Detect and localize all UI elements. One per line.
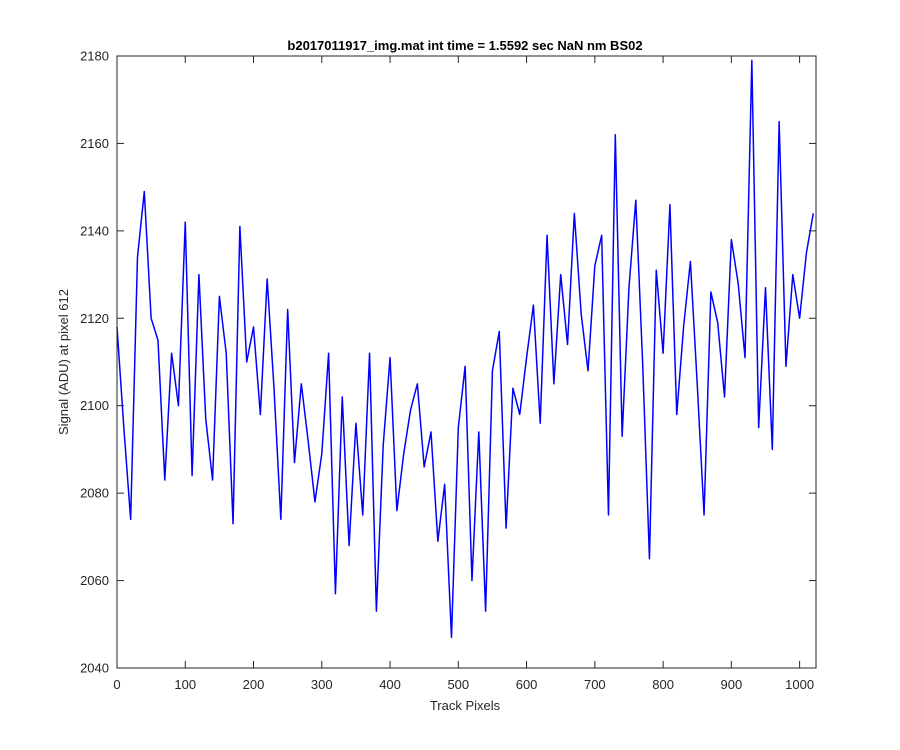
y-tick-label: 2060 bbox=[80, 573, 109, 588]
plot-area bbox=[117, 56, 816, 668]
x-tick-label: 1000 bbox=[785, 677, 814, 692]
series-line-1 bbox=[116, 59, 815, 639]
y-axis-label: Signal (ADU) at pixel 612 bbox=[56, 289, 71, 435]
y-tick-label: 2100 bbox=[80, 398, 109, 413]
x-tick-label: 0 bbox=[113, 677, 120, 692]
x-tick-label: 900 bbox=[721, 677, 743, 692]
axes-box bbox=[116, 55, 817, 669]
x-tick-label: 100 bbox=[174, 677, 196, 692]
y-tick-label: 2180 bbox=[80, 49, 109, 64]
x-tick-label: 500 bbox=[447, 677, 469, 692]
x-tick-label: 800 bbox=[652, 677, 674, 692]
y-tick-label: 2160 bbox=[80, 136, 109, 151]
y-tick-label: 2120 bbox=[80, 311, 109, 326]
x-tick-label: 700 bbox=[584, 677, 606, 692]
x-axis-label: Track Pixels bbox=[430, 698, 501, 713]
y-tick-label: 2140 bbox=[80, 223, 109, 238]
x-tick-label: 400 bbox=[379, 677, 401, 692]
x-tick-label: 200 bbox=[243, 677, 265, 692]
x-tick-label: 300 bbox=[311, 677, 333, 692]
x-tick-label: 600 bbox=[516, 677, 538, 692]
y-tick-label: 2080 bbox=[80, 486, 109, 501]
y-tick-label: 2040 bbox=[80, 661, 109, 676]
chart-title: b2017011917_img.mat int time = 1.5592 se… bbox=[287, 38, 642, 53]
